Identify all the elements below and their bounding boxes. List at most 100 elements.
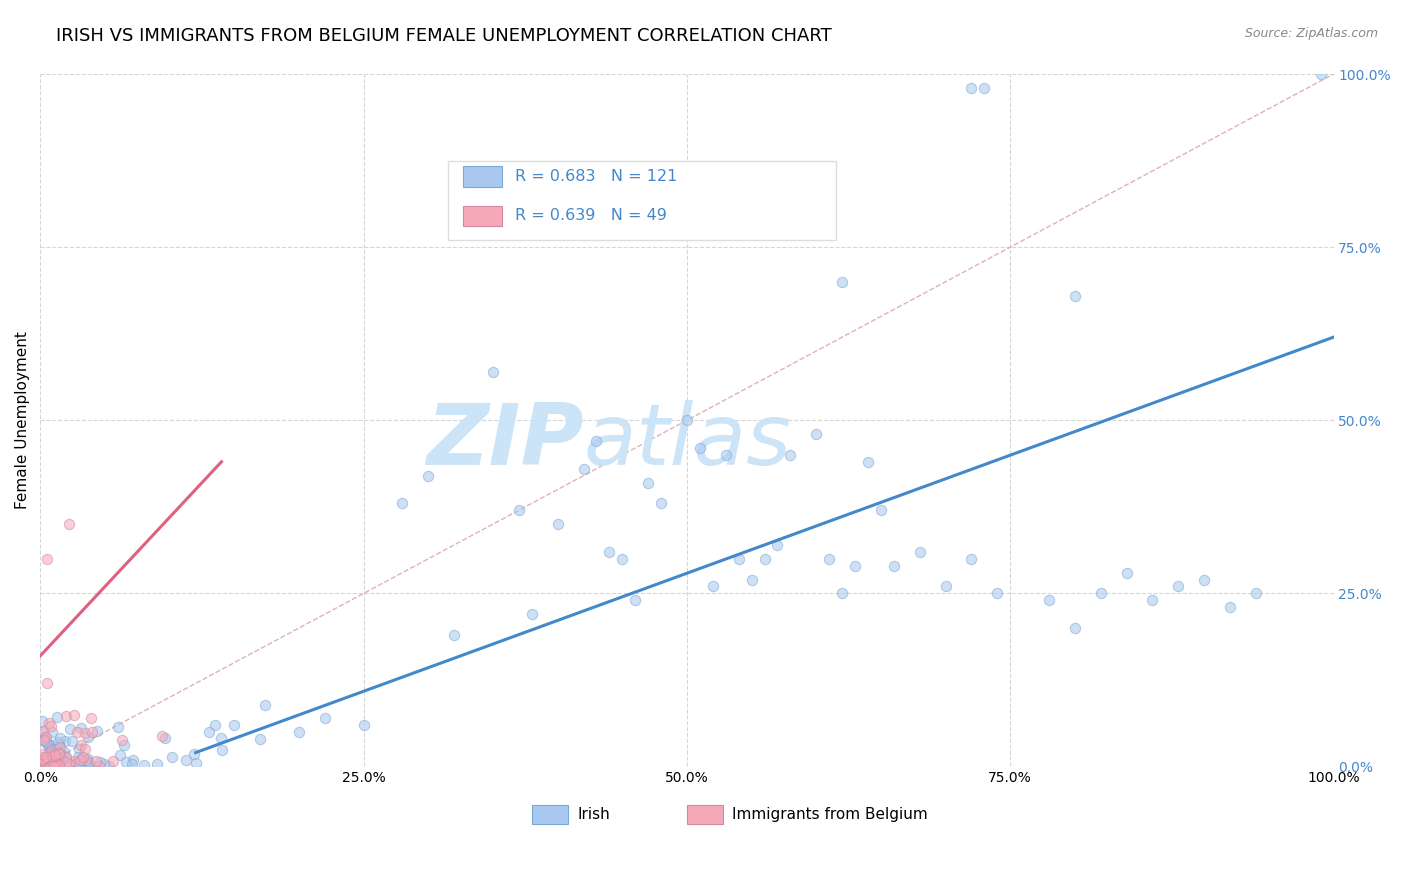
Point <box>741 573 763 587</box>
Point <box>353 718 375 732</box>
Point <box>39 744 62 758</box>
Point <box>883 558 905 573</box>
Point <box>44 757 66 772</box>
Point <box>44 748 66 763</box>
Point <box>46 735 69 749</box>
Point <box>31 754 53 768</box>
Point <box>67 756 90 770</box>
Point <box>204 718 226 732</box>
Point <box>1309 67 1331 81</box>
Point <box>766 538 789 552</box>
Point <box>49 747 72 761</box>
Point <box>48 737 70 751</box>
Point <box>41 725 63 739</box>
Point <box>70 738 93 752</box>
Point <box>146 757 169 772</box>
Point <box>121 757 143 772</box>
Point <box>754 551 776 566</box>
Point <box>42 751 65 765</box>
Point <box>32 753 55 767</box>
Point <box>624 593 647 607</box>
Point <box>935 579 957 593</box>
FancyBboxPatch shape <box>447 161 835 240</box>
Point <box>844 558 866 573</box>
Point <box>48 747 70 761</box>
Point <box>314 711 336 725</box>
Point <box>727 551 749 566</box>
Point <box>779 448 801 462</box>
Point <box>60 734 83 748</box>
Point <box>35 735 58 749</box>
Point <box>55 755 77 769</box>
Point <box>79 757 101 772</box>
Point <box>650 496 672 510</box>
Text: IRISH VS IMMIGRANTS FROM BELGIUM FEMALE UNEMPLOYMENT CORRELATION CHART: IRISH VS IMMIGRANTS FROM BELGIUM FEMALE … <box>56 27 832 45</box>
Point <box>31 725 53 739</box>
Point <box>86 754 108 768</box>
Point <box>637 475 659 490</box>
Point <box>35 750 58 764</box>
Point <box>39 753 62 767</box>
Point <box>65 724 87 739</box>
Point <box>65 756 87 771</box>
Point <box>115 755 138 769</box>
Point <box>86 723 108 738</box>
Point <box>48 731 70 746</box>
Point <box>69 753 91 767</box>
Point <box>49 739 72 754</box>
Point <box>689 441 711 455</box>
Point <box>53 745 76 759</box>
Point <box>46 748 69 763</box>
Point <box>572 461 595 475</box>
Point <box>35 551 58 566</box>
Point <box>520 607 543 621</box>
Point <box>97 758 120 772</box>
Point <box>1142 593 1164 607</box>
Point <box>443 628 465 642</box>
FancyBboxPatch shape <box>531 805 568 824</box>
Point <box>960 551 983 566</box>
Point <box>1038 593 1060 607</box>
Point <box>1219 600 1241 615</box>
Point <box>37 747 59 761</box>
Point <box>585 434 607 448</box>
Text: Source: ZipAtlas.com: Source: ZipAtlas.com <box>1244 27 1378 40</box>
Text: atlas: atlas <box>583 400 792 483</box>
Point <box>856 455 879 469</box>
Point <box>41 747 63 762</box>
Point <box>209 731 232 745</box>
Point <box>121 752 143 766</box>
FancyBboxPatch shape <box>463 166 502 187</box>
Point <box>53 734 76 748</box>
Point <box>72 750 94 764</box>
Point <box>41 758 63 772</box>
Point <box>31 757 53 772</box>
Point <box>818 551 841 566</box>
Point <box>1244 586 1267 600</box>
Point <box>1167 579 1189 593</box>
Point <box>831 275 853 289</box>
Point <box>112 739 135 753</box>
Point <box>55 750 77 764</box>
Point <box>35 676 58 690</box>
Point <box>986 586 1008 600</box>
Point <box>152 729 174 743</box>
Point <box>908 545 931 559</box>
Point <box>34 757 56 772</box>
Point <box>41 749 63 764</box>
Point <box>1064 621 1087 635</box>
Point <box>134 758 156 772</box>
Point <box>93 757 115 772</box>
Point <box>870 503 893 517</box>
Point <box>48 758 70 772</box>
Point <box>547 517 569 532</box>
Point <box>46 755 69 769</box>
Text: R = 0.639   N = 49: R = 0.639 N = 49 <box>515 209 666 224</box>
Point <box>31 747 53 761</box>
Point <box>31 752 53 766</box>
Point <box>508 503 530 517</box>
Point <box>288 724 311 739</box>
Point <box>59 722 82 736</box>
Text: Irish: Irish <box>576 806 610 822</box>
Point <box>211 742 233 756</box>
